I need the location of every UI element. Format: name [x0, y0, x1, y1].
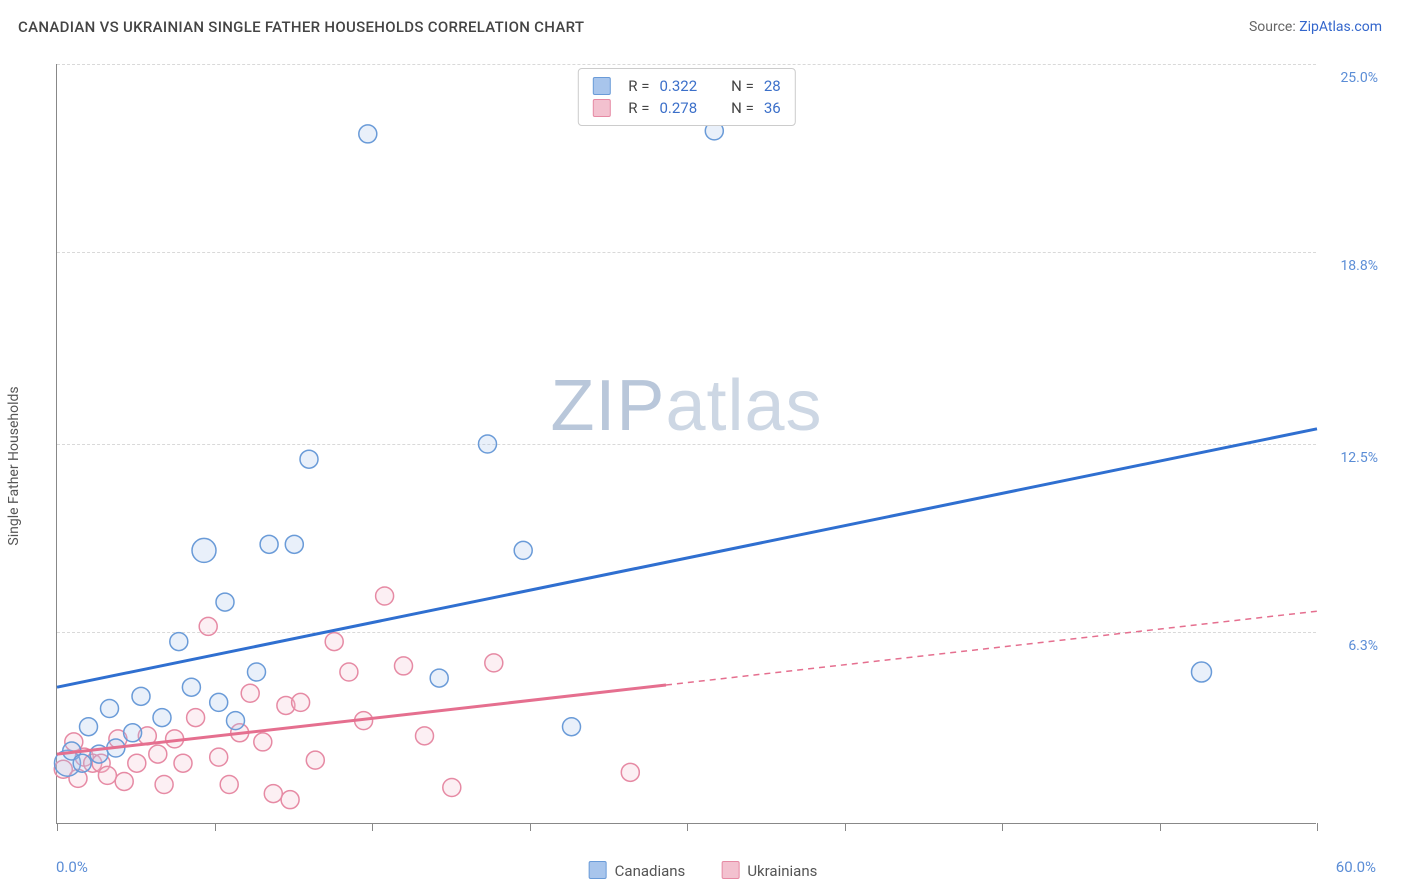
data-point — [285, 535, 303, 553]
chart-container: Single Father Households ZIPatlas R = 0.… — [18, 56, 1388, 876]
data-point — [563, 718, 581, 736]
data-point — [128, 754, 146, 772]
data-point — [220, 775, 238, 793]
data-point — [248, 663, 266, 681]
data-point — [155, 775, 173, 793]
x-tick — [845, 823, 846, 831]
svg-layer — [57, 64, 1316, 823]
data-point — [227, 712, 245, 730]
data-point — [182, 678, 200, 696]
data-point — [210, 693, 228, 711]
legend-item-canadians: Canadians — [589, 861, 686, 880]
data-point — [124, 724, 142, 742]
data-point — [416, 727, 434, 745]
data-point — [621, 763, 639, 781]
data-point — [260, 535, 278, 553]
data-point — [101, 699, 119, 717]
data-point — [132, 687, 150, 705]
swatch-canadians-icon — [589, 861, 607, 879]
data-point — [98, 766, 116, 784]
data-point — [80, 718, 98, 736]
data-point — [187, 709, 205, 727]
y-tick-label: 25.0% — [1340, 70, 1378, 86]
data-point — [395, 657, 413, 675]
series-legend: Canadians Ukrainians — [589, 861, 818, 880]
stats-legend: R = 0.322 N = 28 R = 0.278 N = 36 — [577, 68, 795, 126]
y-tick-label: 6.3% — [1348, 638, 1378, 654]
source-attribution: Source: ZipAtlas.com — [1249, 19, 1382, 35]
x-min-label: 0.0% — [56, 858, 88, 876]
data-point — [514, 541, 532, 559]
x-tick — [687, 823, 688, 831]
x-tick — [1002, 823, 1003, 831]
source-link[interactable]: ZipAtlas.com — [1299, 19, 1382, 35]
data-point — [300, 450, 318, 468]
data-point — [254, 733, 272, 751]
data-point — [1192, 662, 1212, 682]
data-point — [174, 754, 192, 772]
data-point — [292, 693, 310, 711]
data-point — [210, 748, 228, 766]
trend-line — [666, 611, 1317, 685]
data-point — [192, 538, 216, 562]
chart-title: CANADIAN VS UKRAINIAN SINGLE FATHER HOUS… — [18, 18, 584, 36]
data-point — [340, 663, 358, 681]
trend-line — [57, 429, 1317, 687]
data-point — [216, 593, 234, 611]
data-point — [264, 785, 282, 803]
data-point — [485, 654, 503, 672]
y-axis-label: Single Father Households — [6, 386, 22, 545]
stats-row-canadians: R = 0.322 N = 28 — [592, 75, 780, 97]
swatch-ukrainians — [592, 99, 610, 117]
data-point — [73, 754, 91, 772]
swatch-canadians — [592, 77, 610, 95]
stats-row-ukrainians: R = 0.278 N = 36 — [592, 97, 780, 119]
x-tick — [1317, 823, 1318, 831]
data-point — [241, 684, 259, 702]
x-tick — [215, 823, 216, 831]
data-point — [153, 709, 171, 727]
data-point — [359, 125, 377, 143]
plot-area: ZIPatlas R = 0.322 N = 28 R = 0.278 N = … — [56, 64, 1316, 824]
legend-item-ukrainians: Ukrainians — [721, 861, 817, 880]
data-point — [281, 791, 299, 809]
x-tick — [530, 823, 531, 831]
data-point — [199, 617, 217, 635]
data-point — [443, 779, 461, 797]
x-tick — [57, 823, 58, 831]
data-point — [376, 587, 394, 605]
data-point — [430, 669, 448, 687]
data-point — [479, 435, 497, 453]
x-tick — [372, 823, 373, 831]
data-point — [170, 633, 188, 651]
y-tick-label: 12.5% — [1340, 450, 1378, 466]
x-max-label: 60.0% — [1336, 858, 1376, 876]
data-point — [306, 751, 324, 769]
data-point — [325, 633, 343, 651]
y-tick-label: 18.8% — [1340, 258, 1378, 274]
data-point — [149, 745, 167, 763]
data-point — [115, 772, 133, 790]
swatch-ukrainians-icon — [721, 861, 739, 879]
x-tick — [1160, 823, 1161, 831]
